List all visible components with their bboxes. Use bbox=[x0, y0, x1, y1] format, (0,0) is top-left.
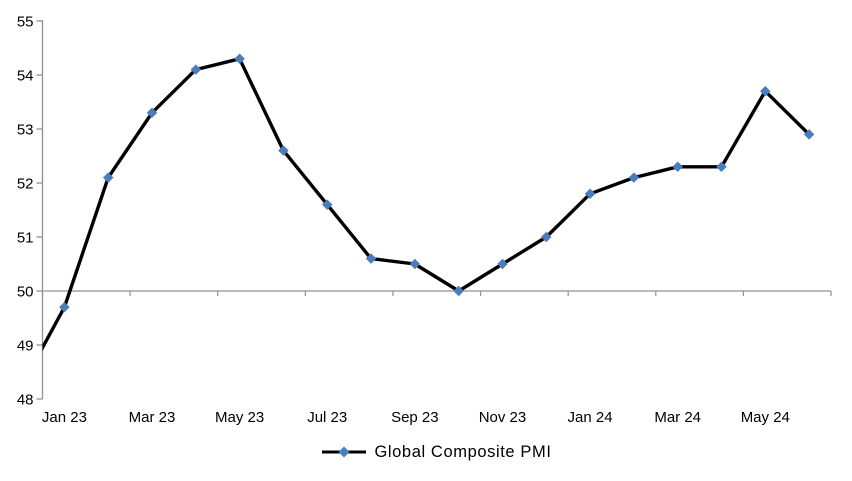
data-point-marker bbox=[759, 85, 771, 97]
data-point-marker bbox=[716, 161, 727, 173]
pmi-series-group bbox=[42, 53, 815, 352]
data-point-marker bbox=[540, 231, 552, 243]
x-axis-label: Jan 23 bbox=[42, 409, 87, 426]
legend-marker-sample bbox=[338, 446, 350, 458]
x-axis-label: May 24 bbox=[741, 409, 790, 426]
data-point-marker bbox=[628, 172, 640, 183]
data-point-marker bbox=[803, 129, 815, 140]
legend-label: Global Composite PMI bbox=[374, 442, 552, 461]
x-axis-label: Jul 23 bbox=[307, 409, 347, 426]
x-axis-label: May 23 bbox=[215, 409, 264, 426]
x-axis-label: Jan 24 bbox=[568, 409, 613, 426]
x-axis-label: Mar 23 bbox=[129, 409, 176, 426]
chart-legend: Global Composite PMI bbox=[42, 441, 831, 463]
data-point-marker bbox=[234, 53, 245, 65]
y-axis-label: 50 bbox=[17, 284, 34, 301]
y-axis-label: 48 bbox=[17, 392, 34, 409]
data-point-marker bbox=[59, 301, 70, 313]
pmi-series-line bbox=[42, 57, 811, 352]
y-axis-label: 52 bbox=[17, 176, 34, 193]
data-point-marker bbox=[497, 258, 508, 270]
data-point-marker bbox=[102, 172, 114, 183]
x-axis-label: Mar 24 bbox=[654, 409, 701, 426]
data-point-marker bbox=[278, 145, 289, 156]
x-axis-label: Sep 23 bbox=[391, 409, 439, 426]
x-axis-label: Nov 23 bbox=[479, 409, 527, 426]
data-point-marker bbox=[409, 258, 421, 270]
legend-line-marker-icon bbox=[322, 446, 367, 458]
data-point-marker bbox=[146, 107, 158, 119]
y-axis-label: 55 bbox=[17, 14, 34, 31]
data-point-marker bbox=[453, 285, 465, 297]
y-axis-label: 49 bbox=[17, 338, 34, 355]
y-axis-label: 54 bbox=[17, 68, 34, 85]
data-point-marker bbox=[672, 161, 684, 173]
data-point-marker bbox=[584, 188, 596, 200]
y-axis-label: 53 bbox=[17, 122, 34, 139]
y-axis-label: 51 bbox=[17, 230, 34, 247]
data-point-marker bbox=[190, 64, 202, 75]
data-point-marker bbox=[365, 253, 377, 264]
data-point-marker bbox=[321, 199, 333, 210]
